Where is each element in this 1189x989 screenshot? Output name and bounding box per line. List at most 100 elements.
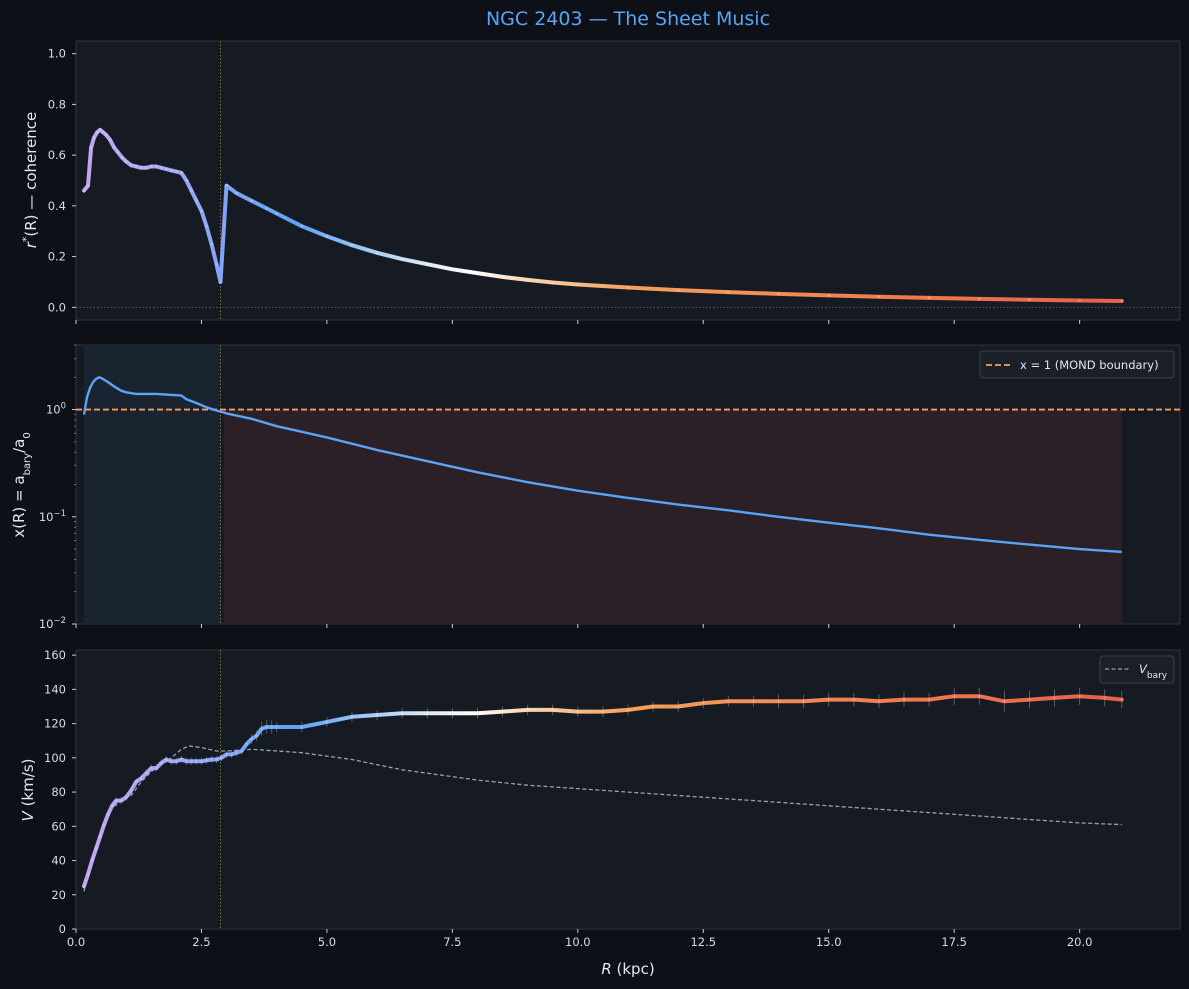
vobs-point <box>174 759 178 763</box>
vobs-point <box>154 766 158 770</box>
y-tick-label: 0.0 <box>48 300 66 314</box>
coherence-point <box>275 212 279 215</box>
coherence-point <box>215 262 218 266</box>
coherence-point <box>676 288 680 292</box>
coherence-point <box>139 166 143 170</box>
acceleration-panel: 100 10−1 10−2 x = 1 (MOND boundary) x(R) =… <box>10 344 1181 631</box>
coherence-point <box>827 293 831 297</box>
coherence-point <box>476 271 479 275</box>
outer-region-shade <box>224 409 1122 624</box>
rotation-panel: 0 20 40 60 80 100 120 140 160 0.0 2.5 5.0 7.5 10.0 12… <box>19 648 1181 978</box>
vobs-point <box>1028 698 1031 702</box>
coherence-points <box>82 128 1124 303</box>
y-tick-label: 140 <box>44 682 66 696</box>
vobs-point <box>476 711 479 715</box>
x-tick-label: 20.0 <box>1067 935 1093 949</box>
vobs-point <box>701 701 705 705</box>
vobs-point <box>726 699 730 703</box>
coherence-x-ticks <box>75 320 1081 324</box>
vobs-point <box>210 758 213 761</box>
vobs-point <box>110 804 114 808</box>
coherence-point <box>124 160 128 163</box>
coherence-point <box>82 189 86 193</box>
x-tick-label: 5.0 <box>318 935 336 949</box>
vobs-point <box>134 780 138 784</box>
rotation-legend-box <box>1099 655 1175 684</box>
coherence-point <box>200 209 203 213</box>
vobs-point <box>240 749 244 753</box>
coherence-point <box>89 146 93 149</box>
acceleration-legend-label: x = 1 (MOND boundary) <box>1020 358 1159 372</box>
vobs-point <box>802 699 806 703</box>
coherence-point <box>101 130 105 134</box>
vobs-point <box>94 847 98 850</box>
acceleration-legend: x = 1 (MOND boundary) <box>979 350 1175 379</box>
chart-title: NGC 2403 — The Sheet Music <box>486 8 770 30</box>
acceleration-y-ticks: 100 10−1 10−2 <box>39 344 76 631</box>
vobs-point <box>626 708 630 712</box>
coherence-point <box>325 234 329 238</box>
vobs-point <box>200 759 203 763</box>
vobs-point <box>245 742 249 746</box>
vobs-point <box>98 835 102 838</box>
vobs-point <box>1053 696 1056 700</box>
x-axis-label: R (kpc) <box>601 960 654 978</box>
y-tick-label: 0.6 <box>48 148 66 162</box>
coherence-point <box>425 262 429 266</box>
y-tick-label: 80 <box>51 785 66 799</box>
vobs-point <box>149 766 153 770</box>
vobs-point <box>425 711 429 715</box>
coherence-point <box>1120 299 1124 303</box>
coherence-point <box>120 156 124 160</box>
vobs-point <box>325 720 329 724</box>
y-tick-label: 20 <box>51 888 66 902</box>
vobs-point <box>400 711 404 715</box>
x-tick-label: 10.0 <box>565 935 591 949</box>
x-tick-label: 15.0 <box>816 935 842 949</box>
coherence-point <box>95 130 99 134</box>
coherence-point <box>726 290 730 294</box>
y-tick-label: 1.0 <box>48 47 66 61</box>
coherence-point <box>86 184 90 187</box>
vobs-point <box>119 799 123 803</box>
rotation-y-ticks: 0 20 40 60 80 100 120 140 160 <box>44 648 76 936</box>
coherence-point <box>235 191 238 195</box>
vobs-point <box>526 708 530 712</box>
coherence-point <box>104 133 108 137</box>
coherence-point <box>129 163 133 167</box>
vobs-point <box>235 751 238 755</box>
coherence-point <box>154 165 158 168</box>
vobs-point <box>601 710 605 714</box>
coherence-point <box>179 171 183 175</box>
y-tick-label: 0.4 <box>48 199 66 213</box>
vobs-point <box>102 823 106 826</box>
coherence-point <box>626 286 630 289</box>
acceleration-x-ticks <box>75 624 1081 628</box>
acceleration-legend-box <box>979 350 1175 379</box>
rotation-y-label: V (km/s) <box>19 759 37 822</box>
coherence-point <box>450 267 454 271</box>
y-tick-label: 0.8 <box>48 97 66 111</box>
vobs-point <box>852 698 856 702</box>
coherence-point <box>576 283 580 286</box>
vobs-point <box>977 694 981 698</box>
y-tick-label: 160 <box>44 648 66 662</box>
vobs-point <box>1078 694 1082 698</box>
coherence-y-ticks: 0.0 0.2 0.4 0.6 0.8 1.0 <box>48 47 76 314</box>
coherence-point <box>185 179 188 182</box>
rotation-plot-area <box>75 649 1181 930</box>
coherence-point <box>205 224 208 228</box>
x-tick-label: 12.5 <box>690 935 716 949</box>
coherence-point <box>149 165 153 168</box>
y-tick-label: 60 <box>51 819 66 833</box>
coherence-point <box>98 128 102 132</box>
vobs-point <box>260 727 264 731</box>
vobs-point <box>501 710 504 714</box>
vobs-point <box>952 694 956 698</box>
vbary-line <box>83 745 1122 892</box>
vobs-point <box>1103 696 1107 700</box>
vobs-point <box>450 711 454 715</box>
vobs-point <box>82 884 86 888</box>
x-tick-label: 7.5 <box>443 935 461 949</box>
